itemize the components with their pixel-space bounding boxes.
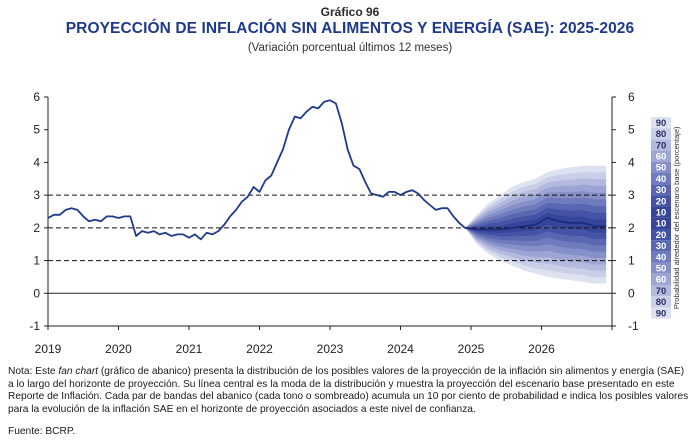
- probability-label: 50: [656, 163, 667, 174]
- probability-cell-30: [651, 184, 671, 196]
- y-tick-label-left: 2: [33, 221, 40, 235]
- y-tick-label-left: -1: [29, 319, 40, 333]
- probability-cell-10: [651, 206, 671, 218]
- chart-note: Nota: Este fan chart (gráfico de abanico…: [8, 366, 692, 416]
- y-tick-label-right: 6: [628, 90, 635, 104]
- probability-label: 70: [656, 140, 667, 151]
- fan-chart: 908070605040302010102030405060708090Prob…: [29, 90, 681, 356]
- probability-cell-40: [651, 173, 671, 185]
- chart-title: PROYECCIÓN DE INFLACIÓN SIN ALIMENTOS Y …: [65, 20, 635, 37]
- probability-label: 90: [656, 308, 667, 319]
- probability-label: 40: [656, 174, 667, 185]
- y-tick-label-right: 2: [628, 221, 635, 235]
- chart-source: Fuente: BCRP.: [8, 426, 76, 437]
- y-tick-label-right: -1: [628, 319, 639, 333]
- y-tick-label-left: 5: [33, 123, 40, 137]
- note-prefix: Nota: Este: [8, 366, 59, 377]
- x-tick-label: 2019: [35, 342, 62, 356]
- probability-cell-80: [651, 296, 671, 308]
- probability-cell-90: [651, 117, 671, 129]
- probability-label: 60: [656, 275, 667, 286]
- note-italic: fan chart: [58, 366, 99, 377]
- y-tick-label-left: 6: [33, 90, 40, 104]
- reference-lines: [48, 194, 612, 262]
- probability-cell-20: [651, 195, 671, 207]
- probability-cell-70: [651, 139, 671, 151]
- x-tick-label: 2021: [176, 342, 203, 356]
- probability-label: 20: [656, 230, 667, 241]
- y-tick-label-left: 1: [33, 254, 40, 268]
- probability-label: 40: [656, 252, 667, 263]
- observed-inflation-line: [47, 99, 466, 241]
- axes: [44, 96, 616, 330]
- x-tick-label: 2024: [387, 342, 414, 356]
- probability-cell-60: [651, 273, 671, 285]
- y-tick-label-left: 4: [33, 155, 40, 169]
- chart-subtitle: (Variación porcentual últimos 12 meses): [247, 42, 453, 54]
- probability-cell-20: [651, 229, 671, 241]
- y-tick-label-right: 4: [628, 155, 635, 169]
- probability-cell-70: [651, 285, 671, 297]
- probability-cell-30: [651, 240, 671, 252]
- x-tick-label: 2023: [317, 342, 344, 356]
- x-tick-label: 2026: [528, 342, 555, 356]
- probability-label: 30: [656, 185, 667, 196]
- probability-cell-50: [651, 262, 671, 274]
- probability-label: 80: [656, 129, 667, 140]
- inflation-lines: [47, 99, 607, 241]
- y-tick-label-right: 3: [628, 188, 635, 202]
- probability-axis-label: Probabilidad alrededor del escenario bas…: [672, 126, 681, 309]
- probability-cell-40: [651, 251, 671, 263]
- chart-kicker: Gráfico 96: [320, 5, 380, 19]
- x-tick-label: 2025: [458, 342, 485, 356]
- probability-label: 20: [656, 196, 667, 207]
- x-tick-label: 2020: [105, 342, 132, 356]
- probability-label: 30: [656, 241, 667, 252]
- probability-label: 60: [656, 152, 667, 163]
- probability-scale: 908070605040302010102030405060708090Prob…: [651, 117, 681, 319]
- tick-labels: -1 -1 0 0 1 1 2 2 3 3 4 4 5 5 6 6 2019 2020 2021 2022 2023 20…: [29, 90, 639, 356]
- y-tick-label-right: 1: [628, 254, 635, 268]
- probability-label: 50: [656, 264, 667, 275]
- probability-label: 10: [656, 208, 667, 219]
- y-tick-label-right: 0: [628, 286, 635, 300]
- probability-label: 90: [656, 118, 667, 129]
- x-tick-label: 2022: [246, 342, 273, 356]
- y-tick-label-right: 5: [628, 123, 635, 137]
- probability-cell-50: [651, 161, 671, 173]
- probability-label: 70: [656, 286, 667, 297]
- probability-cell-80: [651, 128, 671, 140]
- probability-cell-90: [651, 307, 671, 319]
- probability-label: 80: [656, 297, 667, 308]
- probability-cell-60: [651, 150, 671, 162]
- projection-central-line: [464, 217, 607, 231]
- y-tick-label-left: 0: [33, 286, 40, 300]
- y-tick-label-left: 3: [33, 188, 40, 202]
- probability-label: 10: [656, 219, 667, 230]
- note-text: (gráfico de abanico) presenta la distrib…: [8, 366, 689, 415]
- probability-cell-10: [651, 217, 671, 229]
